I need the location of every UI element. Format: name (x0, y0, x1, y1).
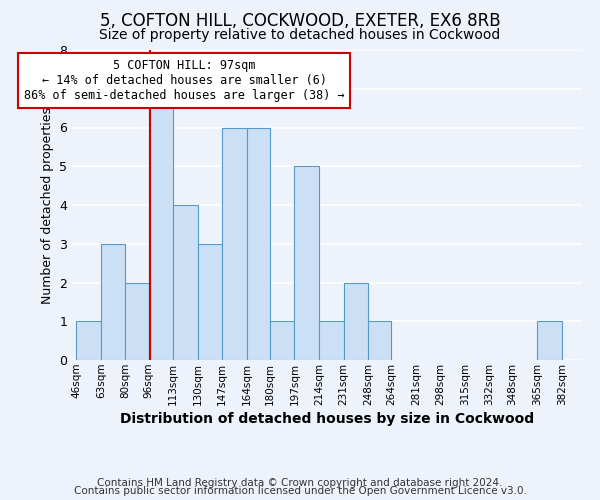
Bar (270, 322, 295, 360)
Text: Contains public sector information licensed under the Open Government Licence v3: Contains public sector information licen… (74, 486, 526, 496)
Bar (149, 89, 173, 360)
Bar (247, 128, 270, 360)
Bar (319, 322, 344, 360)
Bar (173, 205, 197, 360)
Bar (101, 244, 125, 360)
Bar (76, 322, 101, 360)
Bar (537, 322, 562, 360)
Text: 5, COFTON HILL, COCKWOOD, EXETER, EX6 8RB: 5, COFTON HILL, COCKWOOD, EXETER, EX6 8R… (100, 12, 500, 30)
Y-axis label: Number of detached properties: Number of detached properties (41, 106, 53, 304)
Bar (344, 282, 368, 360)
Text: Size of property relative to detached houses in Cockwood: Size of property relative to detached ho… (100, 28, 500, 42)
Bar (222, 128, 247, 360)
Text: 5 COFTON HILL: 97sqm
← 14% of detached houses are smaller (6)
86% of semi-detach: 5 COFTON HILL: 97sqm ← 14% of detached h… (24, 60, 344, 102)
Bar (197, 244, 222, 360)
Bar (125, 282, 149, 360)
Text: Contains HM Land Registry data © Crown copyright and database right 2024.: Contains HM Land Registry data © Crown c… (97, 478, 503, 488)
Bar (368, 322, 391, 360)
X-axis label: Distribution of detached houses by size in Cockwood: Distribution of detached houses by size … (120, 412, 534, 426)
Bar (295, 166, 319, 360)
